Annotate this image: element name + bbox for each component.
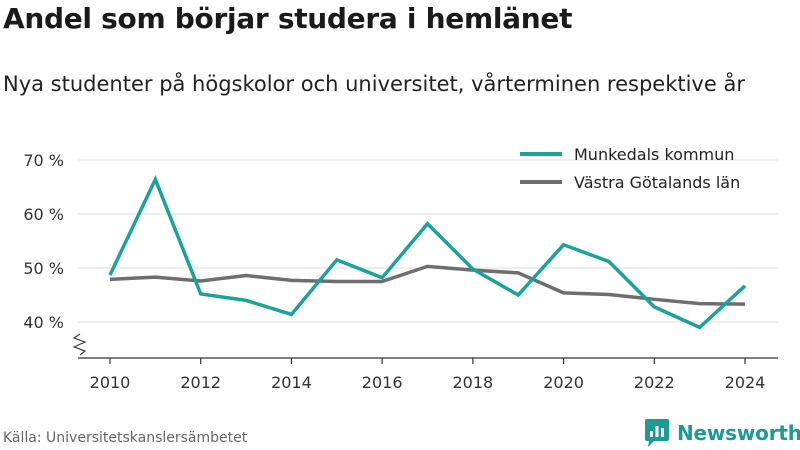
chart-subtitle: Nya studenter på högskolor och universit… [3, 72, 745, 96]
y-tick-label-50: 50 % [23, 259, 64, 278]
brand-name: Newsworthy [677, 421, 800, 445]
x-tick-label-2024: 2024 [725, 373, 766, 392]
x-tick-label-2022: 2022 [634, 373, 675, 392]
x-tick-label-2016: 2016 [362, 373, 403, 392]
x-tick-label-2020: 2020 [543, 373, 584, 392]
series-line-1 [108, 175, 747, 330]
gridlines [78, 159, 778, 323]
y-tick-label-60: 60 % [23, 205, 64, 224]
x-axis-ticks: 2010 2012 2014 2016 2018 2020 2022 2024 [90, 358, 766, 392]
legend: Munkedals kommun Västra Götalands län [520, 145, 740, 192]
y-tick-label-70: 70 % [23, 151, 64, 170]
legend-label-1: Munkedals kommun [574, 145, 734, 164]
series-line-2 [109, 264, 746, 306]
newsworthy-logo-icon [645, 419, 669, 447]
y-axis-ticks: 40 % 50 % 60 % 70 % [23, 151, 87, 356]
x-tick-label-2014: 2014 [271, 373, 312, 392]
source-note: Källa: Universitetskanslersämbetet [3, 430, 248, 446]
x-tick-label-2018: 2018 [452, 373, 493, 392]
x-tick-label-2010: 2010 [90, 373, 131, 392]
brand-logo: Newsworthy [644, 418, 800, 448]
legend-label-2: Västra Götalands län [574, 173, 740, 192]
y-axis-break-icon [72, 333, 87, 356]
x-tick-label-2012: 2012 [180, 373, 221, 392]
series-lines [108, 175, 747, 330]
y-tick-label-40: 40 % [23, 313, 64, 332]
chart-title: Andel som börjar studera i hemlänet [3, 2, 573, 35]
